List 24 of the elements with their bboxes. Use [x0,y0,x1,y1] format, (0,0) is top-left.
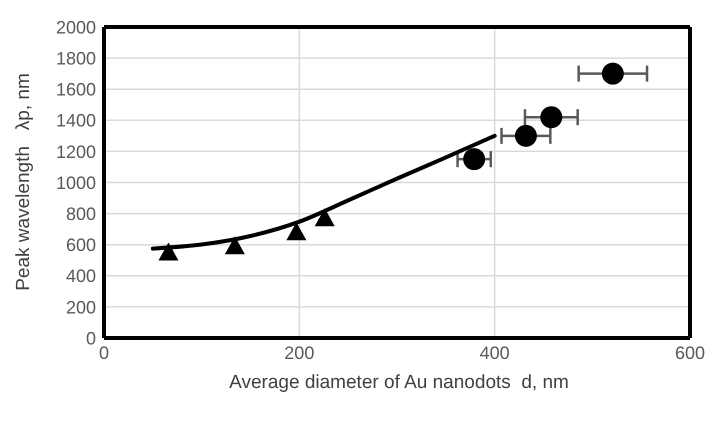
y-tick-label: 400 [66,266,96,286]
y-axis-title: Peak wavelength λp, nm [13,73,35,291]
point [314,208,335,226]
y-tick-label: 600 [66,235,96,256]
y-tick-label: 1800 [56,48,96,68]
point [514,124,537,147]
y-tick-label: 1600 [56,80,96,100]
x-tick-label: 200 [284,342,314,363]
y-tick-label: 1400 [56,110,96,131]
y-tick-label: 1000 [56,172,96,193]
x-tick-label: 600 [674,342,706,363]
y-tick-label: 1200 [56,142,96,162]
point [540,106,562,128]
point [158,242,178,260]
x-tick-label: 0 [98,342,110,363]
y-tick-label: 0 [86,328,96,348]
y-tick-label: 200 [66,297,96,318]
y-tick-label: 2000 [56,17,96,38]
point [463,148,486,170]
y-tick-label: 800 [66,204,96,224]
point [602,62,624,85]
x-tick-label: 400 [480,342,510,363]
x-axis-title: Average diameter of Au nanodots d, nm [228,372,570,394]
point [224,236,245,254]
